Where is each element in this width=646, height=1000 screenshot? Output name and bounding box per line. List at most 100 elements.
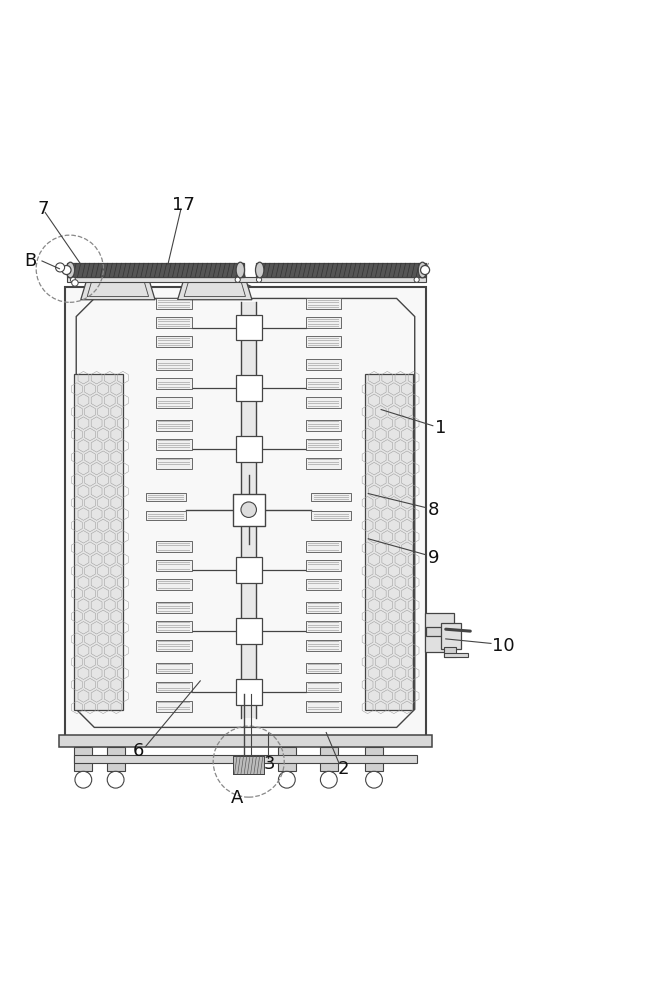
Bar (311, 511, 351, 520)
Circle shape (421, 266, 430, 275)
Bar (146, 511, 186, 520)
Text: 6: 6 (132, 742, 144, 760)
Bar (320, 747, 338, 771)
Circle shape (70, 277, 76, 282)
Bar (156, 640, 192, 651)
Text: 3: 3 (264, 755, 275, 773)
Bar (74, 374, 123, 710)
Circle shape (62, 266, 71, 275)
Bar (306, 420, 341, 431)
Bar (311, 493, 351, 501)
Bar (156, 420, 192, 431)
Bar (156, 560, 192, 571)
Bar (306, 560, 341, 571)
Bar (156, 298, 192, 309)
Bar (306, 439, 341, 450)
Bar (278, 747, 296, 771)
Bar (233, 494, 265, 526)
Text: 10: 10 (492, 637, 515, 655)
Polygon shape (178, 267, 252, 300)
Text: 17: 17 (172, 196, 195, 214)
Circle shape (235, 277, 240, 282)
Bar (241, 302, 256, 718)
Ellipse shape (255, 262, 264, 278)
Polygon shape (81, 267, 155, 300)
Bar (441, 623, 461, 649)
Bar (59, 735, 432, 747)
Bar (256, 263, 426, 277)
Bar (306, 621, 341, 632)
Bar (236, 679, 262, 705)
Bar (365, 374, 413, 710)
Text: B: B (25, 252, 37, 270)
Bar (236, 315, 262, 340)
Bar (156, 336, 192, 347)
Bar (306, 336, 341, 347)
Bar (74, 747, 92, 771)
Bar (306, 378, 341, 389)
Bar (306, 701, 341, 712)
Bar (306, 317, 341, 328)
Bar (156, 579, 192, 590)
Bar (306, 397, 341, 408)
Bar (156, 701, 192, 712)
Bar (156, 439, 192, 450)
Bar (306, 663, 341, 673)
Bar (236, 557, 262, 583)
Circle shape (256, 277, 262, 282)
Bar (156, 541, 192, 552)
Bar (236, 618, 262, 644)
Circle shape (75, 771, 92, 788)
Polygon shape (444, 653, 468, 657)
Circle shape (278, 771, 295, 788)
Bar (156, 317, 192, 328)
Bar (236, 375, 262, 401)
Bar (306, 359, 341, 370)
Bar (425, 613, 454, 652)
Bar (426, 627, 443, 636)
Circle shape (72, 280, 78, 286)
Bar (306, 541, 341, 552)
Bar (236, 436, 262, 462)
Bar (365, 747, 383, 771)
Bar (156, 359, 192, 370)
Circle shape (107, 771, 124, 788)
Circle shape (241, 502, 256, 517)
Bar (156, 458, 192, 469)
Bar (146, 493, 186, 501)
Bar (444, 647, 456, 657)
Bar (306, 579, 341, 590)
Text: 9: 9 (428, 549, 439, 567)
Circle shape (320, 771, 337, 788)
Bar (74, 755, 417, 763)
Text: A: A (231, 789, 244, 807)
Bar (107, 747, 125, 771)
Bar (233, 756, 264, 774)
Text: 7: 7 (37, 200, 49, 218)
Bar (156, 663, 192, 673)
Bar (65, 287, 426, 739)
Text: 2: 2 (337, 760, 349, 778)
Ellipse shape (236, 262, 245, 278)
Bar (156, 378, 192, 389)
Bar (156, 602, 192, 613)
Ellipse shape (67, 262, 75, 278)
Bar (67, 277, 426, 282)
Bar (156, 621, 192, 632)
Bar (306, 298, 341, 309)
Text: 8: 8 (428, 501, 439, 519)
Polygon shape (215, 282, 252, 287)
Ellipse shape (419, 262, 427, 278)
Circle shape (56, 263, 65, 272)
Bar (156, 682, 192, 692)
Text: 1: 1 (435, 419, 446, 437)
Circle shape (366, 771, 382, 788)
Bar (156, 397, 192, 408)
Bar (306, 602, 341, 613)
Circle shape (414, 277, 419, 282)
Bar (306, 682, 341, 692)
Bar (306, 458, 341, 469)
Polygon shape (99, 282, 136, 287)
Bar (67, 263, 244, 277)
Bar (306, 640, 341, 651)
